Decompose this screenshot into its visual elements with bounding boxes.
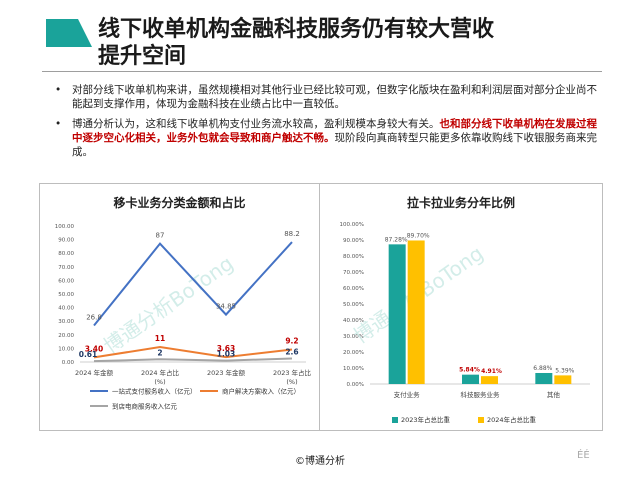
x-tick-label: 2024 年占比 [141,368,180,377]
series-line-2 [93,357,293,363]
lakala-chart-title: 拉卡拉业务分年比例 [406,196,515,210]
bar [407,240,425,384]
data-label: 3.40 [85,344,104,353]
data-label: 89.70% [407,232,430,239]
x-tick-label: 支付业务 [394,390,421,399]
y-tick-label: 0.00 [62,360,75,366]
bullet-dot-icon: • [55,118,62,130]
y-tick-label: 70.00% [343,270,364,276]
y-tick-label: 0.00% [347,382,364,388]
data-label: 88.2 [284,230,300,238]
data-label: 2.6 [285,347,298,356]
legend-swatch [392,417,398,423]
y-tick-label: 10.00% [343,366,364,372]
x-tick-label: 2023 年金额 [207,368,246,377]
legend-label: 到店电商服务收入亿元 [112,402,178,411]
y-tick-label: 10.00 [58,346,74,352]
y-tick-label: 40.00 [58,306,74,312]
title-divider [42,71,602,72]
bullet-text-2b: 现阶段向真商转型只能更多依靠收购线下收银服务商来完成。 [72,132,597,158]
data-label: 6.88% [533,365,552,372]
data-label: 87.28% [385,236,408,243]
x-tick-label: 其他 [547,390,561,399]
data-label: 3.63 [217,344,236,353]
x-tick-label: (%) [154,378,165,386]
bullet-text-2-highlight: 也和部分线下收单机构在发展过程中逐步空心化相关，业务外包就会导致和商户触达不畅。 [72,118,597,144]
bullet-list: • 对部分线下收单机构来讲，虽然规模相对其他行业已经比较可观，但数字化版块在盈利… [52,83,602,165]
y-tick-label: 70.00 [58,265,74,271]
x-tick-label: (%) [286,378,297,386]
legend-label: 2023年占总比重 [401,415,451,424]
y-tick-label: 20.00 [58,333,74,339]
bar [535,372,553,384]
bullet-dot-icon: • [55,84,62,96]
data-label: 5.39% [555,367,574,374]
x-tick-label: 2024 年金额 [75,368,114,377]
footer-source: ©博通分析 [295,456,345,467]
x-tick-label: 科技服务业务 [461,390,501,399]
bullet-item-2: • 博通分析认为，这和线下收单机构支付业务流水较高，盈利规模本身较大有关。也和部… [52,117,602,159]
y-tick-label: 40.00% [343,318,364,324]
yeahka-chart-title: 移卡业务分类金额和占比 [113,196,246,210]
y-tick-label: 90.00 [58,238,74,244]
x-tick-label: 2023 年占比 [273,368,312,377]
y-tick-label: 60.00% [343,286,364,292]
y-tick-label: 90.00% [343,238,364,244]
data-label: 26.8 [86,314,102,322]
data-label: 5.84% [459,367,480,374]
series-line-1 [93,346,293,359]
bullet-text-1: 对部分线下收单机构来讲，虽然规模相对其他行业已经比较可观，但数字化版块在盈利和利… [72,84,597,110]
bullet-item-1: • 对部分线下收单机构来讲，虽然规模相对其他行业已经比较可观，但数字化版块在盈利… [52,83,602,111]
y-tick-label: 20.00% [343,350,364,356]
y-tick-label: 100.00 [55,224,75,230]
title-accent-icon [46,19,92,51]
lakala-bar-chart: 0.00% 10.00% 20.00% 30.00% 40.00% 50.00% 60.00… [340,222,590,424]
y-tick-label: 80.00% [343,254,364,260]
legend-label: 2024年占总比重 [487,415,537,424]
y-tick-label: 50.00% [343,302,364,308]
legend-swatch [478,417,484,423]
y-tick-label: 100.00% [340,222,364,228]
data-label: 4.91% [481,368,502,375]
data-label: 9.2 [285,336,298,345]
slide-title: 线下收单机构金融科技服务仍有较大营收 提升空间 [98,16,618,70]
yeahka-chart-panel: 移卡业务分类金额和占比 0.00 10.00 20.00 30.00 40.00 50.0… [39,183,320,431]
y-tick-label: 60.00 [58,278,74,284]
bar [481,376,498,384]
bar [388,244,406,384]
legend-label: 商户解决方案收入（亿元） [222,387,300,396]
page-mark: ÉÉ [577,450,590,461]
bar [462,374,479,384]
yeahka-line-chart: 0.00 10.00 20.00 30.00 40.00 50.00 60.00 70.00 8… [55,224,312,411]
bullet-text-2a: 博通分析认为，这和线下收单机构支付业务流水较高，盈利规模本身较大有关。 [72,118,440,130]
bar [554,375,572,384]
series-line-0 [93,241,293,327]
y-tick-label: 30.00% [343,334,364,340]
data-label: 87 [156,232,165,240]
slide-title-line1: 线下收单机构金融科技服务仍有较大营收 [98,17,495,42]
y-tick-label: 30.00 [58,319,74,325]
lakala-chart-panel: 拉卡拉业务分年比例 0.00% 10.00% 20.00% 30.00% 40.00% 5… [319,183,603,431]
data-label: 11 [155,334,165,343]
slide-title-line2: 提升空间 [98,44,187,69]
y-tick-label: 80.00 [58,251,74,257]
data-label: 1.03 [217,350,236,359]
y-tick-label: 50.00 [58,292,74,298]
data-label: 0.61 [79,350,98,359]
data-label: 34.85 [216,303,236,311]
data-label: 2 [157,348,162,357]
legend-label: 一站式支付服务收入（亿元） [112,387,197,396]
